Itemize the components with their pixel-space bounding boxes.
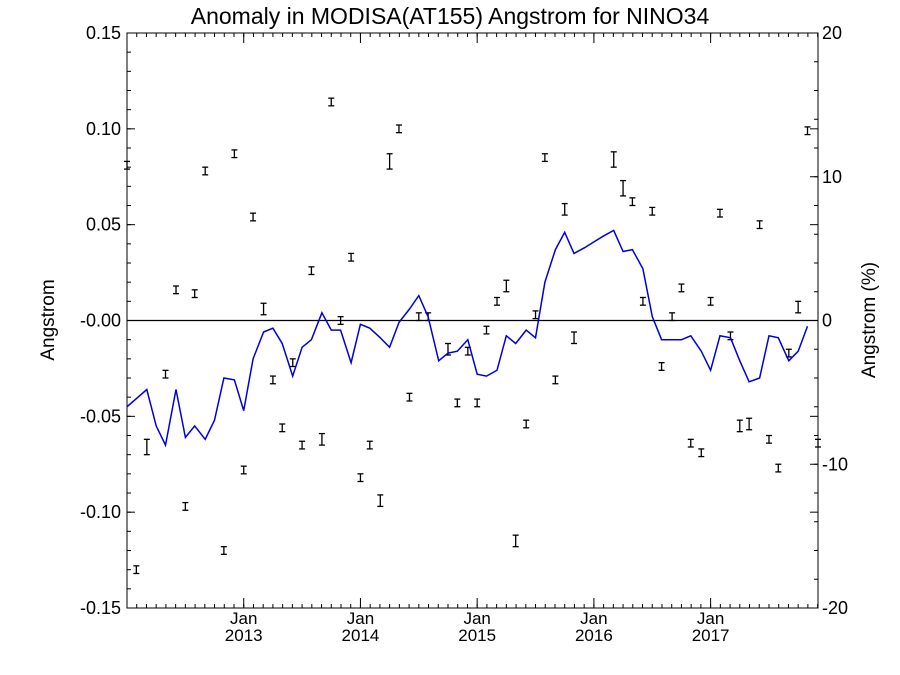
error-bar-point xyxy=(124,160,130,170)
error-bar-point xyxy=(620,179,627,197)
error-bar-point xyxy=(182,501,189,511)
left-tick-label: 0.15 xyxy=(86,23,121,43)
right-tick-label: 10 xyxy=(822,167,842,187)
left-tick-label: -0.10 xyxy=(80,502,121,522)
error-bar-point xyxy=(250,212,257,222)
error-bar-point xyxy=(366,440,373,450)
error-bar-point xyxy=(191,289,198,299)
error-bar-point xyxy=(815,438,821,448)
left-tick-label: -0.00 xyxy=(80,311,121,331)
error-bar-point xyxy=(707,296,714,306)
error-bar-point xyxy=(687,438,694,448)
error-bar-point xyxy=(736,419,743,433)
error-bar-point xyxy=(561,202,568,216)
error-bar-point xyxy=(162,369,169,379)
series-line xyxy=(126,229,809,448)
error-bar-point xyxy=(523,419,530,429)
x-tick-label: Jan xyxy=(463,609,490,628)
error-bar-point xyxy=(328,97,335,107)
error-bar-point xyxy=(552,375,559,385)
left-tick-label: -0.15 xyxy=(80,598,121,618)
error-bar-point xyxy=(269,375,276,385)
error-bar-point xyxy=(240,465,247,475)
error-bar-point xyxy=(532,310,539,320)
error-bar-point xyxy=(395,124,402,134)
error-bar-point xyxy=(415,312,422,322)
error-bar-point xyxy=(348,252,355,262)
error-bar-points xyxy=(124,97,821,575)
error-bar-point xyxy=(541,153,548,163)
error-bar-point xyxy=(289,358,296,368)
error-bar-point xyxy=(308,266,315,276)
left-tick-label: 0.05 xyxy=(86,215,121,235)
left-tick-label: -0.05 xyxy=(80,406,121,426)
x-tick-label: Jan xyxy=(347,609,374,628)
error-bar-point xyxy=(357,473,364,483)
error-bar-point xyxy=(804,126,811,136)
error-bar-point xyxy=(765,434,772,444)
error-bar-point xyxy=(716,208,723,218)
x-tick-sublabel: 2016 xyxy=(575,626,613,645)
left-tick-label: 0.10 xyxy=(86,119,121,139)
right-tick-label: -10 xyxy=(822,454,848,474)
error-bar-point xyxy=(133,565,140,575)
error-bar-point xyxy=(220,546,227,555)
x-tick-label: Jan xyxy=(697,609,724,628)
right-tick-label: 20 xyxy=(822,23,842,43)
error-bar-point xyxy=(795,300,802,314)
error-bar-point xyxy=(503,279,510,293)
error-bar-point xyxy=(746,417,753,431)
error-bar-point xyxy=(377,494,384,508)
error-bar-point xyxy=(669,312,676,322)
error-bar-point xyxy=(649,206,656,216)
x-tick-label: Jan xyxy=(230,609,257,628)
error-bar-point xyxy=(494,296,501,306)
plot-area xyxy=(126,32,819,609)
error-bar-point xyxy=(260,302,267,316)
error-bar-point xyxy=(775,463,782,473)
error-bar-point xyxy=(454,398,461,408)
error-bar-point xyxy=(202,166,209,176)
error-bar-point xyxy=(279,423,286,433)
left-axis-ticks: 0.15 0.10 0.05 -0.00 -0.05 -0.10 -0.15 xyxy=(80,23,818,618)
error-bar-point xyxy=(318,432,325,446)
right-tick-label: -20 xyxy=(822,598,848,618)
error-bar-point xyxy=(173,285,180,295)
y-axis-right-label: Angstrom (%) xyxy=(859,262,880,378)
error-bar-point xyxy=(483,325,490,335)
error-bar-point xyxy=(386,153,393,170)
error-bar-point xyxy=(512,534,519,548)
error-bar-point xyxy=(337,316,344,325)
chart-title: Anomaly in MODISA(AT155) Angstrom for NI… xyxy=(191,3,710,29)
error-bar-point xyxy=(756,220,763,230)
x-tick-sublabel: 2015 xyxy=(458,626,496,645)
x-tick-sublabel: 2013 xyxy=(225,626,263,645)
error-bar-point xyxy=(678,283,685,293)
error-bar-point xyxy=(299,440,306,450)
error-bar-point xyxy=(639,296,646,306)
right-axis-ticks: 20 10 0 -10 -20 xyxy=(810,23,848,618)
right-tick-label: 0 xyxy=(822,311,832,331)
error-bar-point xyxy=(143,438,150,456)
error-bar-point xyxy=(474,398,481,408)
x-tick-sublabel: 2017 xyxy=(692,626,730,645)
error-bar-point xyxy=(658,362,665,371)
error-bar-point xyxy=(231,149,238,159)
error-bar-point xyxy=(629,197,636,207)
x-tick-label: Jan xyxy=(580,609,607,628)
y-axis-label: Angstrom xyxy=(38,279,59,360)
x-tick-sublabel: 2014 xyxy=(342,626,380,645)
error-bar-point xyxy=(406,392,413,402)
error-bar-point xyxy=(571,331,578,345)
error-bar-point xyxy=(610,151,617,168)
error-bar-point xyxy=(698,448,705,458)
